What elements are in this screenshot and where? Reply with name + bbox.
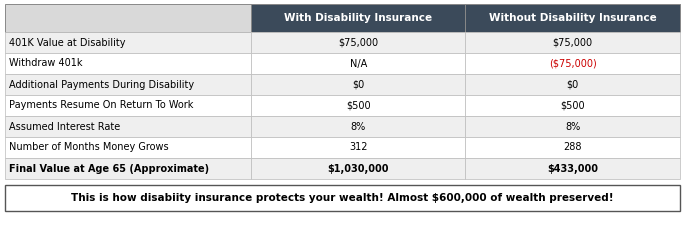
Text: $433,000: $433,000 xyxy=(547,164,598,173)
Text: 312: 312 xyxy=(349,143,368,152)
Text: 8%: 8% xyxy=(351,122,366,131)
Bar xyxy=(251,74,465,95)
Text: N/A: N/A xyxy=(350,58,367,69)
Text: 401K Value at Disability: 401K Value at Disability xyxy=(9,37,125,48)
Bar xyxy=(5,116,251,137)
Text: Additional Payments During Disability: Additional Payments During Disability xyxy=(9,79,194,89)
Bar xyxy=(465,137,680,158)
Bar xyxy=(465,95,680,116)
Bar xyxy=(251,32,465,53)
Bar xyxy=(251,137,465,158)
Bar xyxy=(251,116,465,137)
Bar xyxy=(5,74,251,95)
Text: $75,000: $75,000 xyxy=(338,37,378,48)
Bar xyxy=(251,4,465,32)
Text: $75,000: $75,000 xyxy=(553,37,593,48)
Bar xyxy=(465,4,680,32)
Bar xyxy=(5,4,251,32)
Bar xyxy=(5,185,680,211)
Bar xyxy=(465,116,680,137)
Bar xyxy=(465,53,680,74)
Text: $0: $0 xyxy=(566,79,579,89)
Bar xyxy=(465,74,680,95)
Text: Assumed Interest Rate: Assumed Interest Rate xyxy=(9,122,121,131)
Text: $1,030,000: $1,030,000 xyxy=(327,164,389,173)
Bar xyxy=(5,95,251,116)
Bar xyxy=(465,158,680,179)
Bar xyxy=(5,53,251,74)
Bar xyxy=(5,158,251,179)
Text: $0: $0 xyxy=(352,79,364,89)
Bar xyxy=(251,158,465,179)
Text: Without Disability Insurance: Without Disability Insurance xyxy=(489,13,656,23)
Text: 8%: 8% xyxy=(565,122,580,131)
Text: Payments Resume On Return To Work: Payments Resume On Return To Work xyxy=(9,100,193,110)
Bar xyxy=(5,137,251,158)
Text: 288: 288 xyxy=(564,143,582,152)
Text: Withdraw 401k: Withdraw 401k xyxy=(9,58,82,69)
Bar xyxy=(251,53,465,74)
Text: Final Value at Age 65 (Approximate): Final Value at Age 65 (Approximate) xyxy=(9,164,209,173)
Bar xyxy=(5,32,251,53)
Text: $500: $500 xyxy=(560,100,585,110)
Bar xyxy=(465,32,680,53)
Bar xyxy=(251,95,465,116)
Text: ($75,000): ($75,000) xyxy=(549,58,597,69)
Text: Number of Months Money Grows: Number of Months Money Grows xyxy=(9,143,169,152)
Text: $500: $500 xyxy=(346,100,371,110)
Text: With Disability Insurance: With Disability Insurance xyxy=(284,13,432,23)
Text: This is how disabiity insurance protects your wealth! Almost $600,000 of wealth : This is how disabiity insurance protects… xyxy=(71,193,614,203)
